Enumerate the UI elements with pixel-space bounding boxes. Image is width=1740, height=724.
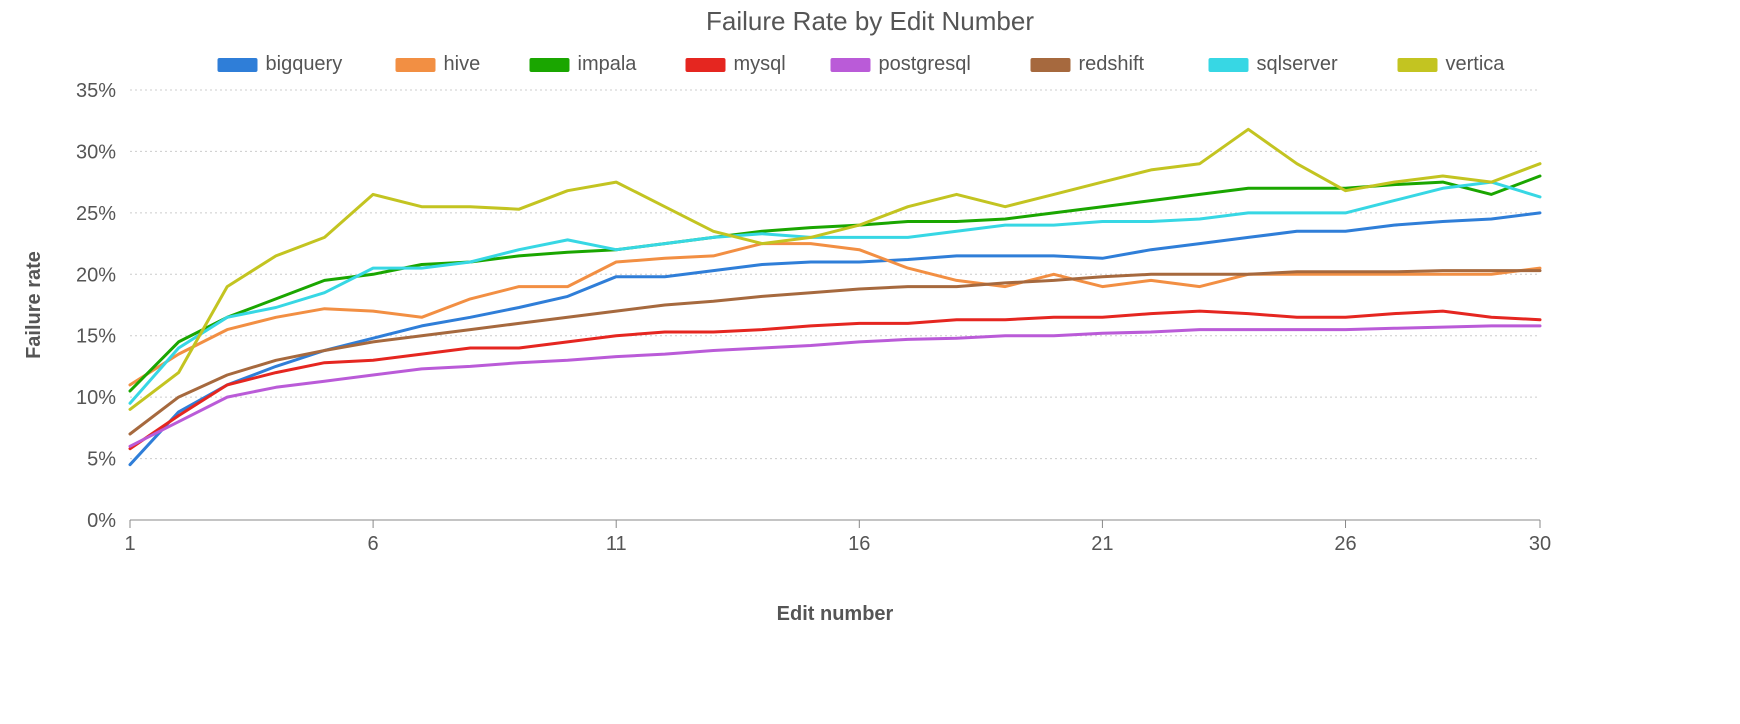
y-tick-label: 15% xyxy=(76,326,116,348)
legend-label-hive[interactable]: hive xyxy=(444,53,481,75)
legend-swatch-redshift[interactable] xyxy=(1031,58,1071,72)
line-chart: Failure Rate by Edit Number 0% 5% 10% 15% 20%… xyxy=(0,0,1740,724)
series-vertica xyxy=(130,129,1540,409)
x-tick-label: 30 xyxy=(1529,533,1551,555)
legend-label-vertica[interactable]: vertica xyxy=(1446,53,1506,75)
y-tick-label: 25% xyxy=(76,203,116,225)
y-tick-label: 30% xyxy=(76,141,116,163)
y-tick-label: 20% xyxy=(76,264,116,286)
x-tick-label: 6 xyxy=(368,533,379,555)
x-axis-label: Edit number xyxy=(777,603,894,625)
legend-swatch-sqlserver[interactable] xyxy=(1209,58,1249,72)
legend-label-redshift[interactable]: redshift xyxy=(1079,53,1145,75)
y-tick-label: 5% xyxy=(87,449,116,471)
y-tick-label: 10% xyxy=(76,387,116,409)
legend-swatch-bigquery[interactable] xyxy=(218,58,258,72)
legend-label-impala[interactable]: impala xyxy=(578,53,638,75)
legend-label-postgresql[interactable]: postgresql xyxy=(879,53,971,75)
series-hive xyxy=(130,244,1540,385)
chart-svg: Failure Rate by Edit Number 0% 5% 10% 15% 20%… xyxy=(0,0,1740,724)
series-redshift xyxy=(130,271,1540,434)
legend-swatch-vertica[interactable] xyxy=(1398,58,1438,72)
legend-label-mysql[interactable]: mysql xyxy=(734,53,786,75)
legend-label-sqlserver[interactable]: sqlserver xyxy=(1257,53,1338,75)
legend-swatch-impala[interactable] xyxy=(530,58,570,72)
x-tick-label: 1 xyxy=(124,533,135,555)
chart-title: Failure Rate by Edit Number xyxy=(706,6,1034,36)
legend-swatch-mysql[interactable] xyxy=(686,58,726,72)
legend-swatch-postgresql[interactable] xyxy=(831,58,871,72)
y-tick-label: 35% xyxy=(76,80,116,102)
y-axis-label: Failure rate xyxy=(23,251,45,359)
series-sqlserver xyxy=(130,182,1540,403)
x-tick-label: 16 xyxy=(848,533,870,555)
legend-swatch-hive[interactable] xyxy=(396,58,436,72)
series-postgresql xyxy=(130,326,1540,446)
x-tick-label: 21 xyxy=(1091,533,1113,555)
series-bigquery xyxy=(130,213,1540,465)
x-tick-label: 26 xyxy=(1334,533,1356,555)
legend-label-bigquery[interactable]: bigquery xyxy=(266,53,343,75)
x-tick-label: 11 xyxy=(606,533,627,555)
y-tick-label: 0% xyxy=(87,510,116,532)
